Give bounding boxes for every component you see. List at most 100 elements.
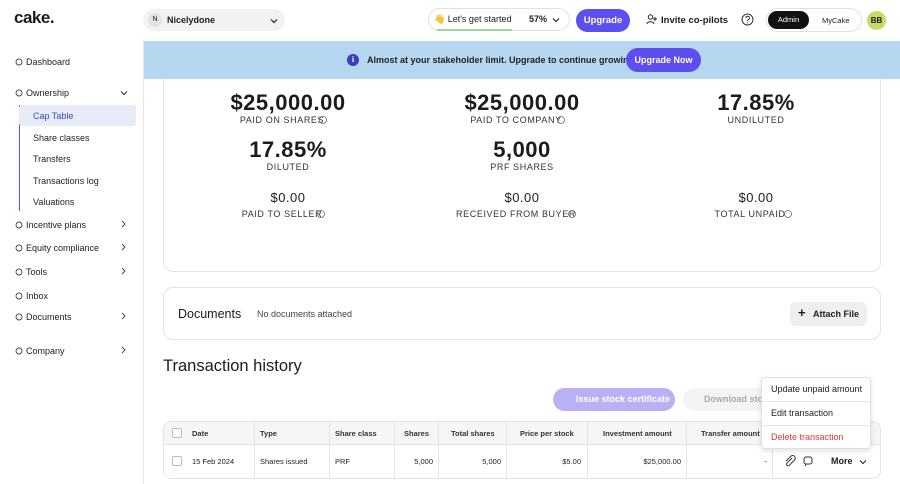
role-admin[interactable]: Admin xyxy=(768,11,809,29)
invite-link[interactable]: Invite co-pilots xyxy=(661,15,729,26)
chevron xyxy=(270,19,278,24)
documents-empty: No documents attached xyxy=(257,309,353,319)
cell: 15 Feb 2024 xyxy=(192,457,235,466)
upgrade-button[interactable]: Upgrade xyxy=(576,9,630,32)
col-divider xyxy=(254,422,255,478)
col-divider xyxy=(686,422,687,478)
nav-item[interactable]: Inbox xyxy=(26,291,49,301)
column-header: Transfer amount xyxy=(701,429,760,438)
column-header: Total shares xyxy=(451,429,495,438)
menu-item[interactable]: Delete transaction xyxy=(771,432,844,442)
table-header xyxy=(164,422,880,445)
more-button[interactable]: More xyxy=(831,456,853,466)
attach-file-button[interactable]: Attach File xyxy=(790,302,867,326)
col-divider xyxy=(506,422,507,478)
chevron xyxy=(859,460,867,465)
company-initial: N xyxy=(148,13,162,27)
nav-item[interactable]: Tools xyxy=(26,267,48,277)
subnav-item[interactable]: Cap Table xyxy=(33,111,74,121)
stat-label: PRF SHARES xyxy=(490,162,554,172)
get-started-label: 👋 Let's get started xyxy=(434,14,512,24)
cell: $25,000.00 xyxy=(643,457,681,466)
action-menu xyxy=(761,377,871,449)
subnav-item[interactable]: Transfers xyxy=(33,154,71,164)
subnav-line xyxy=(19,105,20,211)
chevron xyxy=(552,18,560,23)
column-header: Share class xyxy=(335,429,377,438)
banner-text: Almost at your stakeholder limit. Upgrad… xyxy=(367,55,637,65)
documents-title: Documents xyxy=(178,307,242,321)
nav-item[interactable]: Documents xyxy=(26,312,72,322)
upgrade-now-button[interactable]: Upgrade Now xyxy=(626,48,701,72)
stat-label: PAID TO COMPANY xyxy=(470,115,562,125)
role-mycake[interactable]: MyCake xyxy=(822,16,850,25)
chevron xyxy=(120,91,128,96)
col-divider xyxy=(587,422,588,478)
nav-item[interactable]: Ownership xyxy=(26,88,70,98)
banner: i Almost at your stakeholder limit. Upgr… xyxy=(144,41,900,79)
col-divider xyxy=(394,422,395,478)
stat-label: PAID TO SELLER xyxy=(241,209,323,219)
avatar[interactable]: BB xyxy=(867,11,886,30)
sidebar-icons xyxy=(15,58,126,355)
brand[interactable]: cake. xyxy=(14,8,55,27)
company-switcher[interactable]: N Nicelydone xyxy=(143,9,285,31)
subnav-item[interactable]: Share classes xyxy=(33,133,90,143)
progress-label: 57% xyxy=(529,14,548,24)
stat-value: $25,000.00 xyxy=(464,90,580,115)
invite-icon xyxy=(646,14,657,25)
nav-item[interactable]: Company xyxy=(26,346,65,356)
column-header: Price per stock xyxy=(520,429,574,438)
transactions-title: Transaction history xyxy=(163,357,302,375)
get-started[interactable]: 👋 Let's get started 57% xyxy=(428,8,570,31)
stat-value: $25,000.00 xyxy=(230,90,346,115)
subnav-item[interactable]: Valuations xyxy=(33,197,75,207)
transactions-table xyxy=(163,421,881,479)
col-divider xyxy=(329,422,330,478)
column-header: Shares xyxy=(404,429,430,438)
menu-item[interactable]: Edit transaction xyxy=(771,408,834,418)
subnav-item[interactable]: Transactions log xyxy=(33,176,99,186)
plus-icon: + xyxy=(798,305,806,320)
nav-item[interactable]: Incentive plans xyxy=(26,220,87,230)
stat-value: 17.85% xyxy=(717,90,795,115)
column-header: Type xyxy=(260,429,277,438)
progress-bar xyxy=(437,29,512,31)
company-name: Nicelydone xyxy=(167,15,216,25)
stat-value: 5,000 xyxy=(493,137,551,162)
stat-label: UNDILUTED xyxy=(727,115,785,125)
cell: $5.00 xyxy=(562,457,581,466)
cell: Shares issued xyxy=(260,457,308,466)
cell: - xyxy=(764,457,768,466)
active-highlight xyxy=(19,105,136,126)
help-icon[interactable] xyxy=(741,13,754,26)
col-divider xyxy=(772,422,773,478)
col-divider xyxy=(438,422,439,478)
download-button[interactable]: Download stoc xyxy=(683,388,783,411)
sidebar-divider xyxy=(143,40,144,484)
stat-value: $0.00 xyxy=(738,190,774,205)
stat-value: $0.00 xyxy=(270,190,306,205)
issue-certificate-button[interactable]: Issue stock certificate xyxy=(553,388,675,411)
nav-item[interactable]: Dashboard xyxy=(26,57,71,67)
menu-divider xyxy=(762,425,870,426)
menu-item[interactable]: Update unpaid amount xyxy=(771,384,863,394)
nav-item[interactable]: Equity compliance xyxy=(26,243,100,253)
stat-label: PAID ON SHARES xyxy=(239,115,325,125)
checkbox[interactable] xyxy=(172,456,182,466)
stat-value: $0.00 xyxy=(504,190,540,205)
menu-divider xyxy=(762,401,870,402)
stat-label: RECEIVED FROM BUYER xyxy=(456,209,576,219)
role-toggle[interactable]: Admin MyCake xyxy=(766,8,862,32)
checkbox[interactable] xyxy=(172,428,182,438)
row-action-icons[interactable] xyxy=(784,455,814,467)
stat-label: TOTAL UNPAID xyxy=(714,209,786,219)
stat-label: DILUTED xyxy=(266,162,310,172)
cell: 5,000 xyxy=(482,457,501,466)
column-header: Date xyxy=(192,429,209,438)
cell: PRF xyxy=(335,457,350,466)
stat-value: 17.85% xyxy=(249,137,327,162)
info-badge: i xyxy=(347,54,359,66)
